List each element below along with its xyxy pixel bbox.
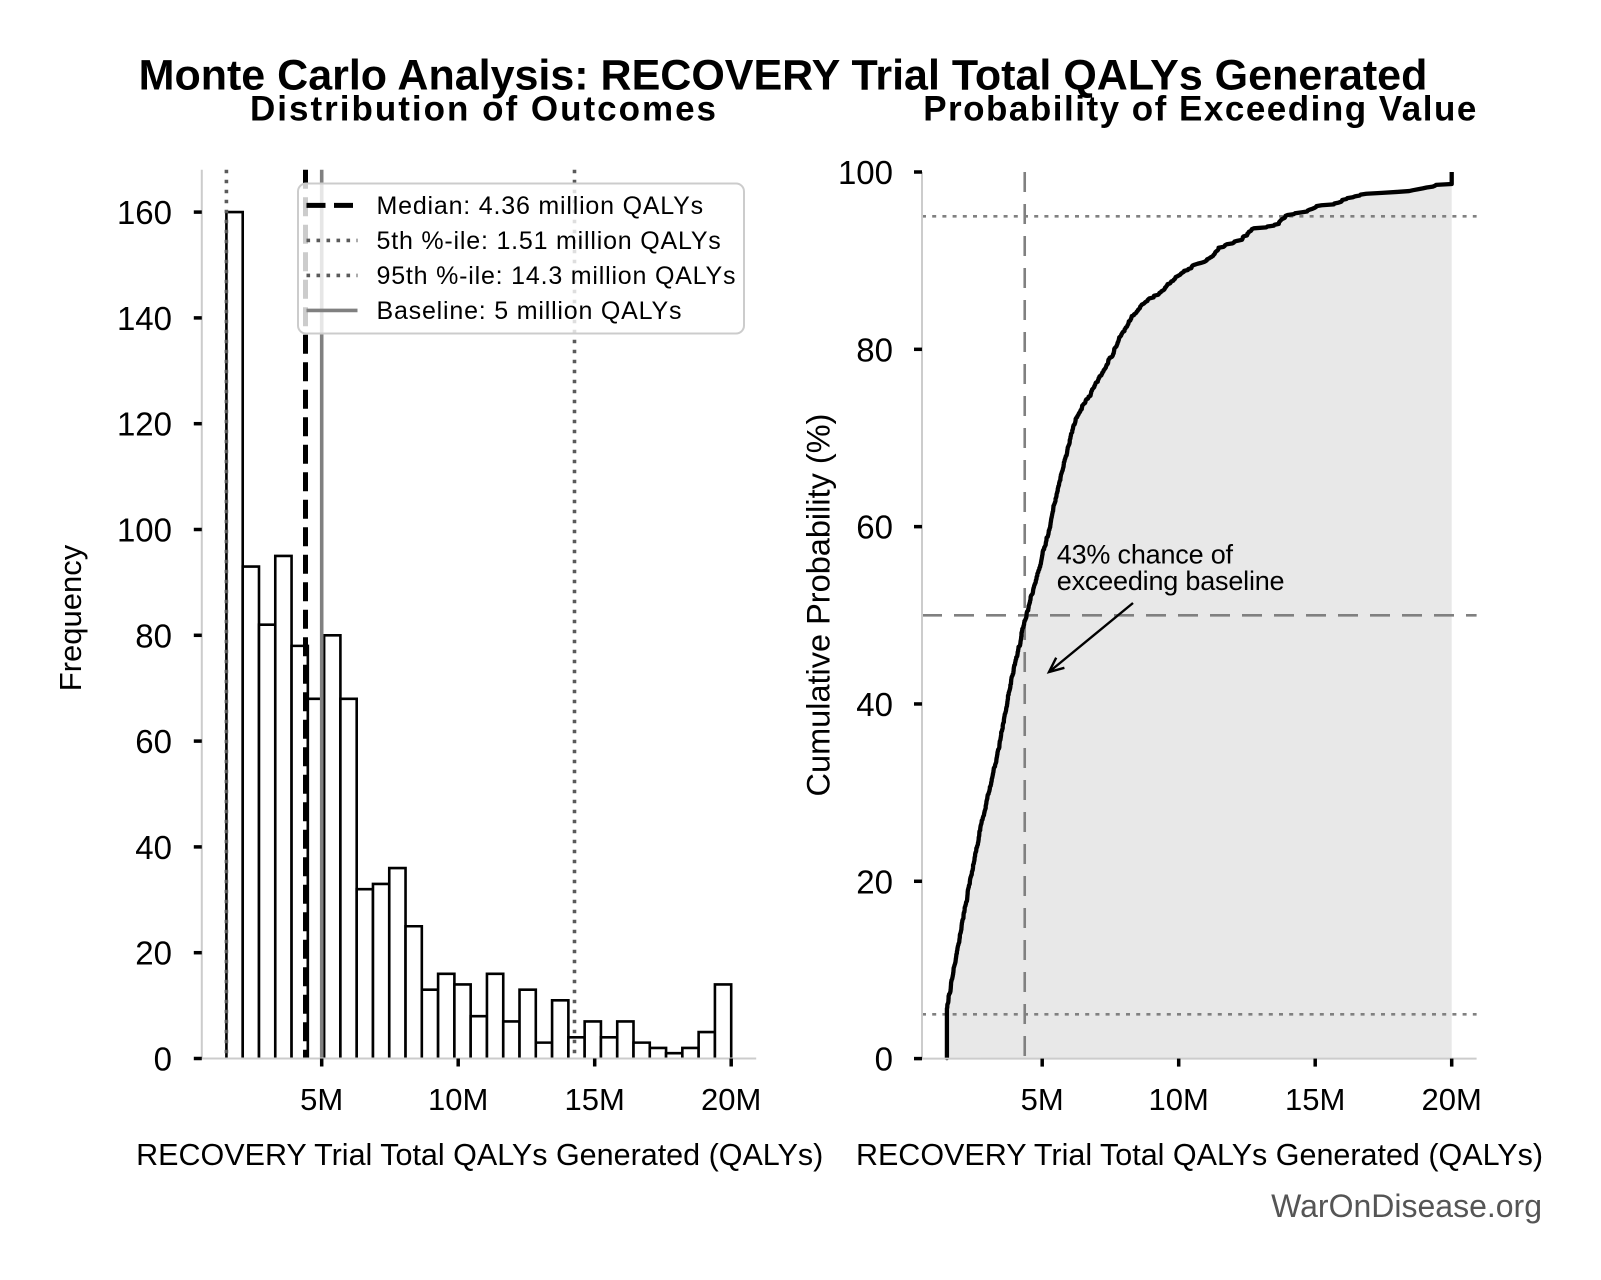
svg-text:Distribution of Outcomes: Distribution of Outcomes xyxy=(250,90,718,129)
svg-text:RECOVERY Trial Total QALYs Gen: RECOVERY Trial Total QALYs Generated (QA… xyxy=(136,1138,823,1172)
svg-text:140: 140 xyxy=(117,300,172,337)
svg-text:5M: 5M xyxy=(300,1082,343,1117)
svg-text:5M: 5M xyxy=(1021,1082,1064,1117)
svg-text:0: 0 xyxy=(154,1041,172,1078)
svg-text:exceeding baseline: exceeding baseline xyxy=(1057,566,1285,596)
svg-text:20M: 20M xyxy=(1422,1082,1482,1117)
svg-text:100: 100 xyxy=(117,512,172,549)
svg-text:RECOVERY Trial Total QALYs Gen: RECOVERY Trial Total QALYs Generated (QA… xyxy=(856,1138,1543,1172)
svg-text:20: 20 xyxy=(856,863,893,900)
svg-text:5th %-ile: 1.51 million QALYs: 5th %-ile: 1.51 million QALYs xyxy=(377,227,722,255)
svg-text:15M: 15M xyxy=(1285,1082,1345,1117)
svg-text:60: 60 xyxy=(135,723,172,760)
svg-text:Median: 4.36 million QALYs: Median: 4.36 million QALYs xyxy=(377,192,704,220)
svg-text:20: 20 xyxy=(135,935,172,972)
svg-text:WarOnDisease.org: WarOnDisease.org xyxy=(1271,1188,1542,1224)
svg-text:95th %-ile: 14.3 million QALYs: 95th %-ile: 14.3 million QALYs xyxy=(377,262,737,290)
svg-text:0: 0 xyxy=(875,1041,893,1078)
svg-text:160: 160 xyxy=(117,194,172,231)
svg-text:40: 40 xyxy=(135,829,172,866)
svg-text:Cumulative Probability (%): Cumulative Probability (%) xyxy=(801,414,837,797)
svg-text:20M: 20M xyxy=(701,1082,761,1117)
svg-text:43% chance of: 43% chance of xyxy=(1057,539,1234,569)
svg-text:Frequency: Frequency xyxy=(53,544,88,691)
svg-text:40: 40 xyxy=(856,686,893,723)
svg-text:Monte Carlo Analysis: RECOVERY: Monte Carlo Analysis: RECOVERY Trial Tot… xyxy=(139,52,1428,100)
svg-text:60: 60 xyxy=(856,509,893,546)
svg-text:Probability of Exceeding Value: Probability of Exceeding Value xyxy=(923,90,1478,129)
svg-text:80: 80 xyxy=(856,331,893,368)
svg-text:Baseline: 5 million QALYs: Baseline: 5 million QALYs xyxy=(377,297,683,325)
svg-text:120: 120 xyxy=(117,406,172,443)
svg-text:100: 100 xyxy=(838,154,893,191)
svg-text:10M: 10M xyxy=(428,1082,488,1117)
svg-text:80: 80 xyxy=(135,617,172,654)
svg-text:15M: 15M xyxy=(565,1082,625,1117)
svg-text:10M: 10M xyxy=(1149,1082,1209,1117)
